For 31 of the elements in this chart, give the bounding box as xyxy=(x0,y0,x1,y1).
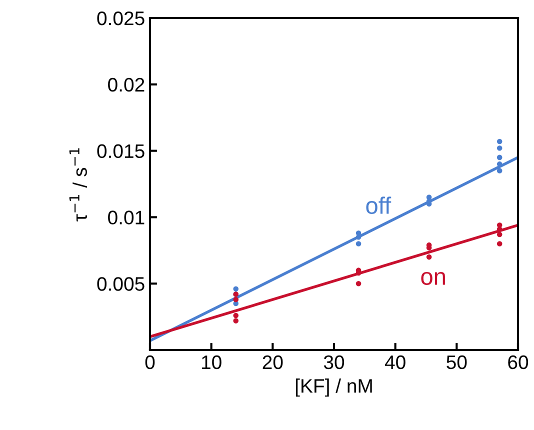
y-tick-label: 0.02 xyxy=(108,78,144,92)
x-axis-title: [KF] / nM xyxy=(296,378,372,397)
x-tick-label: 30 xyxy=(324,355,344,370)
series-label: on xyxy=(421,272,445,285)
x-tick-label: 0 xyxy=(145,355,155,370)
point xyxy=(496,241,502,246)
y-tick-label: 0.025 xyxy=(97,11,144,26)
point xyxy=(356,241,362,246)
point xyxy=(356,230,362,236)
point xyxy=(233,286,239,292)
y-tick-label: 0.005 xyxy=(97,277,144,291)
x-tick-label: 20 xyxy=(262,355,283,370)
point xyxy=(356,280,362,286)
y-axis-title: τ$^{−1}$ / s$^{−1}$ xyxy=(69,148,87,222)
point xyxy=(496,145,502,151)
x-tick-label: 10 xyxy=(202,355,222,370)
point xyxy=(496,168,502,174)
x-tick-label: 40 xyxy=(384,355,406,370)
y-tick-label: 0.01 xyxy=(108,210,144,224)
x-tick-label: 60 xyxy=(508,355,528,370)
y-tick-label: 0.015 xyxy=(97,144,144,158)
point xyxy=(233,312,239,318)
point xyxy=(233,318,239,324)
series-label: off xyxy=(366,196,392,214)
point xyxy=(426,254,432,260)
point xyxy=(496,154,502,160)
x-tick-label: 50 xyxy=(446,355,467,370)
point xyxy=(496,222,502,228)
point xyxy=(496,232,502,238)
point xyxy=(496,138,502,144)
point xyxy=(426,194,432,200)
